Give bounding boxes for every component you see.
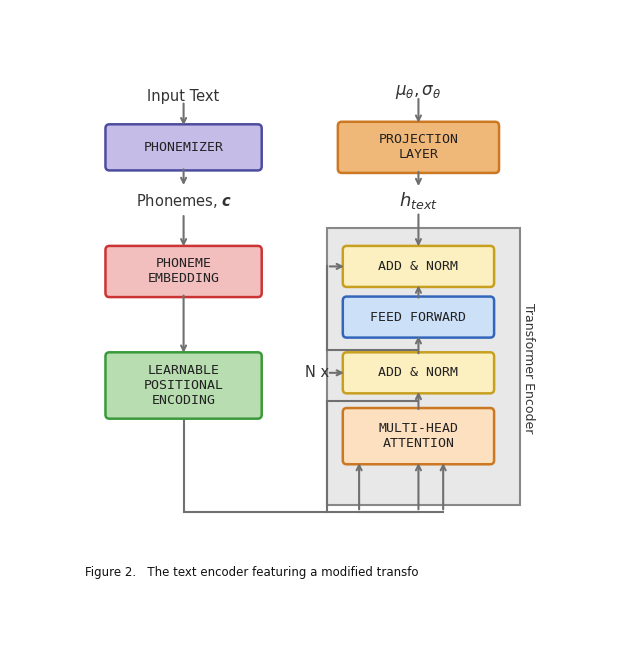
Text: FEED FORWARD: FEED FORWARD: [371, 311, 466, 324]
Text: Transformer Encoder: Transformer Encoder: [523, 303, 535, 433]
Text: Input Text: Input Text: [147, 89, 219, 104]
Text: PROJECTION
LAYER: PROJECTION LAYER: [378, 134, 459, 161]
Text: PHONEME
EMBEDDING: PHONEME EMBEDDING: [147, 257, 219, 286]
Text: N x: N x: [305, 365, 329, 380]
FancyBboxPatch shape: [343, 297, 494, 338]
FancyBboxPatch shape: [105, 352, 262, 418]
Text: ADD & NORM: ADD & NORM: [378, 260, 459, 273]
Text: ADD & NORM: ADD & NORM: [378, 367, 459, 379]
Text: MULTI-HEAD
ATTENTION: MULTI-HEAD ATTENTION: [378, 422, 459, 450]
FancyBboxPatch shape: [343, 246, 494, 287]
FancyBboxPatch shape: [327, 228, 520, 505]
FancyBboxPatch shape: [343, 352, 494, 393]
Text: $h_{text}$: $h_{text}$: [399, 190, 438, 211]
Text: LEARNABLE
POSITIONAL
ENCODING: LEARNABLE POSITIONAL ENCODING: [144, 364, 223, 407]
Text: Figure 2.   The text encoder featuring a modified transfo: Figure 2. The text encoder featuring a m…: [85, 567, 418, 580]
FancyBboxPatch shape: [105, 246, 262, 297]
FancyBboxPatch shape: [343, 408, 494, 465]
FancyBboxPatch shape: [338, 122, 499, 173]
Text: Phonemes, $\bfit{c}$: Phonemes, $\bfit{c}$: [136, 191, 232, 209]
Text: PHONEMIZER: PHONEMIZER: [144, 141, 223, 154]
Text: $\mu_{\theta}, \sigma_{\theta}$: $\mu_{\theta}, \sigma_{\theta}$: [396, 83, 441, 101]
FancyBboxPatch shape: [105, 124, 262, 170]
